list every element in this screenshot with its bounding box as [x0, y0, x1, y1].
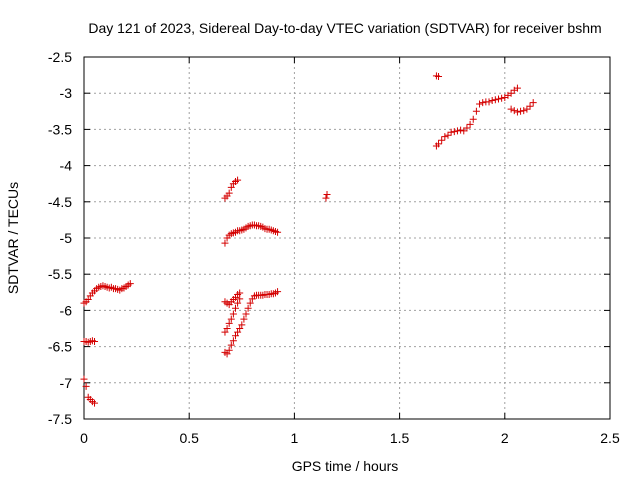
- data-point: [441, 133, 449, 141]
- data-point: [453, 127, 461, 135]
- data-point: [234, 176, 242, 184]
- data-point: [84, 296, 92, 304]
- data-point: [223, 350, 231, 358]
- x-tick-label: 2.5: [600, 430, 620, 446]
- gridlines: [84, 57, 610, 419]
- data-point: [227, 183, 235, 191]
- data-point: [246, 299, 254, 307]
- data-point: [469, 115, 477, 123]
- data-point: [488, 96, 496, 104]
- data-point: [227, 315, 235, 323]
- data-point: [513, 108, 521, 116]
- data-point: [221, 328, 229, 336]
- data-point: [223, 325, 231, 332]
- data-point: [529, 99, 537, 107]
- data-point: [472, 107, 480, 115]
- data-point: [274, 228, 282, 236]
- data-point: [444, 131, 452, 139]
- y-tick-label: -6: [60, 302, 73, 318]
- data-point: [438, 136, 446, 144]
- data-point: [466, 120, 474, 128]
- data-point: [231, 304, 239, 312]
- data-point: [526, 102, 534, 110]
- data-point: [126, 280, 134, 288]
- data-point: [435, 73, 443, 81]
- x-tick-labels: 0 0.5 1 1.5 2 2.5: [80, 430, 620, 446]
- data-point: [460, 127, 468, 135]
- data-point: [491, 96, 499, 104]
- data-point: [221, 239, 229, 247]
- data-point: [435, 140, 443, 148]
- x-axis-label: GPS time / hours: [292, 458, 399, 474]
- x-tick-label: 0: [80, 430, 88, 446]
- data-point: [507, 105, 515, 113]
- data-point: [323, 191, 331, 199]
- data-point: [236, 295, 244, 303]
- data-point: [494, 95, 502, 103]
- y-tick-label: -3: [60, 85, 73, 101]
- data-point: [91, 399, 99, 407]
- data-point: [234, 328, 242, 336]
- y-tick-label: -5: [60, 230, 73, 246]
- data-point: [225, 189, 233, 197]
- data-point: [520, 107, 528, 115]
- data-point: [80, 375, 88, 383]
- data-point: [231, 332, 239, 340]
- y-tick-labels: -7.5 -7 -6.5 -6 -5.5 -5 -4.5 -4 -3.5 -3 -2.5: [48, 49, 72, 427]
- y-axis-label: SDTVAR / TECUs: [5, 182, 21, 294]
- data-point: [236, 325, 244, 332]
- data-point: [225, 346, 233, 354]
- data-point: [517, 107, 525, 115]
- axis-ticks: [83, 56, 611, 420]
- data-point: [523, 105, 531, 113]
- data-point: [227, 341, 235, 349]
- data-point: [485, 98, 493, 106]
- y-tick-label: -4.5: [48, 194, 72, 210]
- chart-title: Day 121 of 2023, Sidereal Day-to-day VTE…: [88, 20, 601, 36]
- y-tick-label: -4: [60, 158, 73, 174]
- data-point: [234, 299, 242, 307]
- data-point: [91, 338, 99, 346]
- data-point: [463, 124, 471, 132]
- y-tick-label: -7: [60, 375, 73, 391]
- data-point: [479, 99, 487, 107]
- data-point: [513, 84, 521, 92]
- data-points: [80, 72, 537, 407]
- data-point: [274, 288, 282, 296]
- data-point: [322, 194, 330, 202]
- data-point: [447, 128, 455, 136]
- data-point: [225, 319, 233, 327]
- data-point: [238, 321, 246, 329]
- data-point: [507, 89, 515, 97]
- y-tick-label: -6.5: [48, 339, 72, 355]
- data-point: [244, 304, 252, 312]
- data-point: [450, 128, 458, 136]
- y-tick-label: -7.5: [48, 411, 72, 427]
- x-tick-label: 2: [501, 430, 509, 446]
- data-point: [82, 382, 90, 390]
- x-tick-label: 1.5: [390, 430, 410, 446]
- data-point: [229, 310, 237, 318]
- y-tick-label: -5.5: [48, 266, 72, 282]
- y-tick-label: -2.5: [48, 49, 72, 65]
- data-point: [229, 337, 237, 345]
- x-tick-label: 1: [291, 430, 299, 446]
- data-point: [498, 94, 506, 102]
- data-point: [242, 310, 250, 318]
- data-point: [457, 126, 465, 134]
- x-tick-label: 0.5: [179, 430, 199, 446]
- y-tick-label: -3.5: [48, 121, 72, 137]
- data-point: [476, 100, 484, 108]
- data-point: [510, 107, 518, 115]
- data-point: [240, 315, 248, 323]
